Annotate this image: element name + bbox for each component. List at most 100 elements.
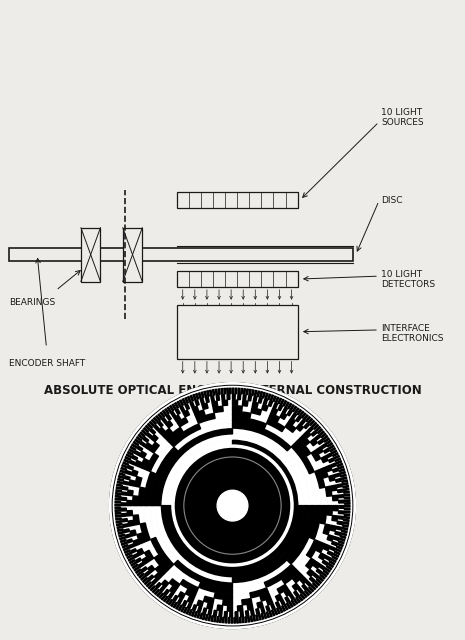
Wedge shape xyxy=(141,430,147,435)
Wedge shape xyxy=(323,524,331,534)
Wedge shape xyxy=(202,403,208,410)
Wedge shape xyxy=(205,614,208,621)
Wedge shape xyxy=(156,415,160,420)
Wedge shape xyxy=(129,449,134,453)
Wedge shape xyxy=(292,443,314,474)
Wedge shape xyxy=(344,519,349,522)
Wedge shape xyxy=(253,616,255,621)
Wedge shape xyxy=(145,426,151,430)
Wedge shape xyxy=(132,564,138,568)
Wedge shape xyxy=(127,451,133,455)
Wedge shape xyxy=(116,524,122,525)
Wedge shape xyxy=(311,585,316,590)
Wedge shape xyxy=(235,388,237,394)
Wedge shape xyxy=(166,428,183,443)
Wedge shape xyxy=(247,616,250,622)
Wedge shape xyxy=(156,429,232,506)
Wedge shape xyxy=(244,388,246,394)
Wedge shape xyxy=(345,508,350,510)
Wedge shape xyxy=(298,596,303,601)
Wedge shape xyxy=(257,602,263,608)
Wedge shape xyxy=(314,581,320,586)
Wedge shape xyxy=(334,455,339,459)
Wedge shape xyxy=(254,390,257,396)
Wedge shape xyxy=(212,401,218,407)
Wedge shape xyxy=(341,533,347,536)
Wedge shape xyxy=(292,573,303,583)
Wedge shape xyxy=(125,456,131,460)
Wedge shape xyxy=(341,477,347,480)
Wedge shape xyxy=(337,463,343,467)
Text: 10 BIT ABSOLUTE
POSITION OUTPUT: 10 BIT ABSOLUTE POSITION OUTPUT xyxy=(196,391,278,410)
Wedge shape xyxy=(289,602,293,607)
Wedge shape xyxy=(149,442,159,453)
Wedge shape xyxy=(194,611,197,618)
Wedge shape xyxy=(193,394,196,400)
Wedge shape xyxy=(246,388,248,395)
Wedge shape xyxy=(135,569,141,573)
Wedge shape xyxy=(186,589,196,598)
Wedge shape xyxy=(146,582,152,587)
Wedge shape xyxy=(207,390,209,396)
Wedge shape xyxy=(242,617,244,623)
Wedge shape xyxy=(294,591,299,596)
Wedge shape xyxy=(309,506,321,540)
Wedge shape xyxy=(130,460,135,465)
Wedge shape xyxy=(296,416,301,422)
Wedge shape xyxy=(320,467,328,478)
Wedge shape xyxy=(250,616,252,622)
Wedge shape xyxy=(138,435,143,439)
Wedge shape xyxy=(344,511,350,513)
Wedge shape xyxy=(171,601,175,607)
Wedge shape xyxy=(213,406,223,413)
Wedge shape xyxy=(139,573,144,578)
Wedge shape xyxy=(118,531,124,534)
Wedge shape xyxy=(247,604,253,610)
Wedge shape xyxy=(122,486,128,490)
Wedge shape xyxy=(198,607,202,612)
Wedge shape xyxy=(337,484,342,488)
Wedge shape xyxy=(334,551,340,555)
Wedge shape xyxy=(115,507,120,509)
Wedge shape xyxy=(168,600,173,605)
Wedge shape xyxy=(237,618,238,623)
Wedge shape xyxy=(197,612,200,618)
Wedge shape xyxy=(332,541,337,546)
Wedge shape xyxy=(272,610,275,616)
Wedge shape xyxy=(166,415,171,420)
Wedge shape xyxy=(171,412,176,417)
Wedge shape xyxy=(224,612,227,617)
Wedge shape xyxy=(242,598,252,605)
Wedge shape xyxy=(288,403,292,409)
Wedge shape xyxy=(164,596,168,602)
Wedge shape xyxy=(175,409,180,415)
Wedge shape xyxy=(325,556,331,561)
Wedge shape xyxy=(216,395,219,401)
Wedge shape xyxy=(202,614,205,620)
Wedge shape xyxy=(318,577,324,581)
Wedge shape xyxy=(332,556,338,560)
Wedge shape xyxy=(139,487,145,506)
Wedge shape xyxy=(223,600,232,605)
Wedge shape xyxy=(154,589,159,595)
Wedge shape xyxy=(132,456,138,460)
Text: ABSOLUTE OPTICAL ENCODER INTERNAL CONSTRUCTION: ABSOLUTE OPTICAL ENCODER INTERNAL CONSTR… xyxy=(44,385,421,397)
Wedge shape xyxy=(165,408,169,414)
Wedge shape xyxy=(344,516,350,518)
Wedge shape xyxy=(156,582,161,588)
Wedge shape xyxy=(139,412,326,600)
Wedge shape xyxy=(301,413,306,418)
Wedge shape xyxy=(122,492,127,495)
Wedge shape xyxy=(329,445,334,449)
Wedge shape xyxy=(278,398,281,404)
Wedge shape xyxy=(115,388,350,623)
Wedge shape xyxy=(211,396,214,401)
Wedge shape xyxy=(117,526,123,529)
Wedge shape xyxy=(184,607,187,613)
Wedge shape xyxy=(172,404,176,410)
Wedge shape xyxy=(238,605,243,611)
Wedge shape xyxy=(140,575,146,580)
Wedge shape xyxy=(326,440,331,445)
Wedge shape xyxy=(187,603,192,609)
Wedge shape xyxy=(121,503,126,506)
